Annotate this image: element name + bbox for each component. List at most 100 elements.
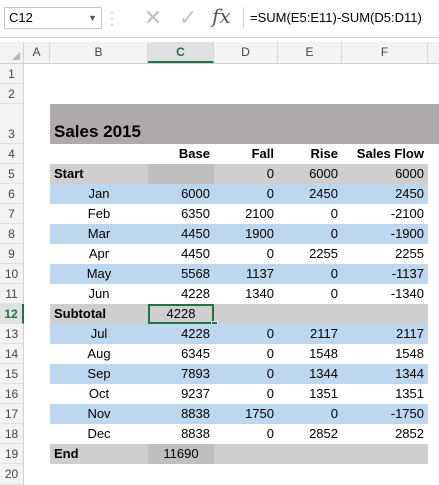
subtotal-label[interactable]: Subtotal [50, 304, 148, 324]
flow-cell[interactable]: 1351 [395, 386, 424, 401]
base-cell[interactable]: 7893 [148, 364, 214, 384]
row-header-9[interactable]: 9 [0, 244, 24, 264]
row-header-3[interactable]: 3 [0, 104, 24, 144]
rise-cell[interactable]: 1351 [309, 386, 338, 401]
month-label[interactable]: Aug [87, 346, 111, 361]
chevron-down-icon[interactable]: ▼ [88, 13, 97, 23]
rise-cell[interactable]: 0 [330, 286, 338, 301]
row-header-15[interactable]: 15 [0, 364, 24, 384]
header-base[interactable]: Base [178, 146, 210, 161]
rise-cell[interactable]: 2117 [278, 324, 342, 344]
flow-cell[interactable]: 2852 [395, 426, 424, 441]
flow-cell[interactable]: -1340 [390, 286, 424, 301]
drag-handle-icon[interactable]: · · · [110, 5, 114, 31]
row-header-10[interactable]: 10 [0, 264, 24, 284]
header-sales-flow[interactable]: Sales Flow [356, 146, 424, 161]
base-cell[interactable]: 4228 [148, 324, 214, 344]
name-box[interactable]: C12 ▼ [4, 7, 102, 29]
flow-cell[interactable]: -2100 [390, 206, 424, 221]
row-header-4[interactable]: 4 [0, 144, 24, 164]
rise-cell[interactable]: 1548 [309, 346, 338, 361]
start-label[interactable]: Start [50, 164, 148, 184]
flow-cell[interactable]: 2255 [395, 246, 424, 261]
end-filler[interactable] [214, 444, 428, 464]
column-header-a[interactable]: A [24, 42, 50, 63]
base-cell[interactable]: 8838 [181, 426, 210, 441]
fall-cell[interactable]: 0 [214, 364, 278, 384]
flow-cell[interactable]: -1750 [342, 404, 428, 424]
rise-cell[interactable]: 2852 [309, 426, 338, 441]
start-base[interactable] [148, 164, 214, 184]
month-label[interactable]: Apr [88, 246, 110, 261]
month-label[interactable]: Dec [87, 426, 111, 441]
base-cell[interactable]: 5568 [148, 264, 214, 284]
base-cell[interactable]: 9237 [181, 386, 210, 401]
row-header-14[interactable]: 14 [0, 344, 24, 364]
insert-function-icon[interactable]: fx [212, 4, 231, 28]
row-header-11[interactable]: 11 [0, 284, 24, 304]
month-label[interactable]: Oct [88, 386, 110, 401]
base-cell[interactable]: 4450 [181, 246, 210, 261]
month-label[interactable]: Jan [50, 184, 148, 204]
rise-cell[interactable]: 0 [278, 224, 342, 244]
row-header-6[interactable]: 6 [0, 184, 24, 204]
rise-cell[interactable]: 0 [278, 404, 342, 424]
month-label[interactable]: Jul [50, 324, 148, 344]
flow-cell[interactable]: 2117 [342, 324, 428, 344]
rise-cell[interactable]: 0 [278, 264, 342, 284]
row-header-1[interactable]: 1 [0, 64, 24, 84]
row-header-13[interactable]: 13 [0, 324, 24, 344]
row-header-17[interactable]: 17 [0, 404, 24, 424]
fall-cell[interactable]: 0 [214, 324, 278, 344]
row-header-5[interactable]: 5 [0, 164, 24, 184]
base-cell[interactable]: 6345 [181, 346, 210, 361]
fall-cell[interactable]: 2100 [245, 206, 274, 221]
fall-cell[interactable]: 0 [266, 426, 274, 441]
base-cell[interactable]: 8838 [148, 404, 214, 424]
cancel-icon[interactable]: ✕ [143, 5, 163, 30]
row-header-2[interactable]: 2 [0, 84, 24, 104]
row-header-16[interactable]: 16 [0, 384, 24, 404]
rise-cell[interactable]: 2255 [309, 246, 338, 261]
month-label[interactable]: Sep [50, 364, 148, 384]
column-header-f[interactable]: F [342, 42, 428, 63]
fall-cell[interactable]: 1340 [245, 286, 274, 301]
fall-cell[interactable]: 1750 [214, 404, 278, 424]
rise-cell[interactable]: 1344 [278, 364, 342, 384]
start-fall[interactable]: 0 [214, 164, 278, 184]
header-fall[interactable]: Fall [251, 146, 274, 161]
flow-cell[interactable]: -1900 [342, 224, 428, 244]
fall-cell[interactable]: 0 [214, 184, 278, 204]
row-header-8[interactable]: 8 [0, 224, 24, 244]
subtotal-filler[interactable] [214, 304, 428, 324]
flow-cell[interactable]: 1548 [395, 346, 424, 361]
base-cell[interactable]: 6000 [148, 184, 214, 204]
fall-cell[interactable]: 1137 [214, 264, 278, 284]
month-label[interactable]: May [50, 264, 148, 284]
column-header-d[interactable]: D [214, 42, 278, 63]
sheet-title[interactable]: Sales 2015 [50, 104, 439, 144]
month-label[interactable]: Feb [87, 206, 111, 221]
fall-cell[interactable]: 0 [266, 346, 274, 361]
month-label[interactable]: Nov [50, 404, 148, 424]
end-label[interactable]: End [50, 444, 148, 464]
fall-cell[interactable]: 1900 [214, 224, 278, 244]
row-header-18[interactable]: 18 [0, 424, 24, 444]
end-base[interactable]: 11690 [148, 444, 214, 464]
flow-cell[interactable]: -1137 [342, 264, 428, 284]
rise-cell[interactable]: 2450 [278, 184, 342, 204]
column-header-c[interactable]: C [148, 42, 214, 63]
column-header-b[interactable]: B [50, 42, 148, 63]
row-header-20[interactable]: 20 [0, 464, 24, 485]
fall-cell[interactable]: 0 [266, 246, 274, 261]
header-rise[interactable]: Rise [310, 146, 338, 161]
start-rise[interactable]: 6000 [278, 164, 342, 184]
formula-input[interactable]: =SUM(E5:E11)-SUM(D5:D11) [243, 7, 439, 29]
column-header-e[interactable]: E [278, 42, 342, 63]
row-header-19[interactable]: 19 [0, 444, 24, 464]
base-cell[interactable]: 4450 [148, 224, 214, 244]
check-icon[interactable]: ✓ [178, 5, 198, 30]
selected-cell-c12[interactable]: 4228 [148, 304, 214, 324]
flow-cell[interactable]: 1344 [342, 364, 428, 384]
month-label[interactable]: Jun [88, 286, 110, 301]
